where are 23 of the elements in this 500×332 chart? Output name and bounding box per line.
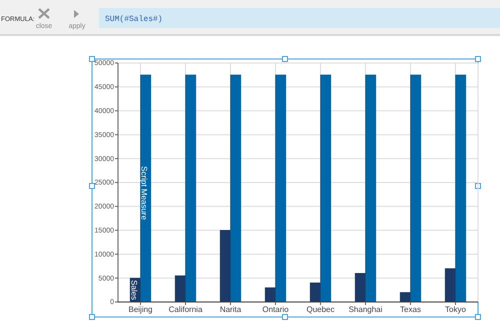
bar — [365, 74, 376, 302]
bar — [410, 74, 422, 302]
bar — [220, 230, 231, 302]
series-label: Sales — [129, 280, 138, 300]
bar — [230, 74, 242, 302]
x-tick-label: California — [168, 305, 203, 314]
bar — [354, 273, 366, 302]
bar — [455, 74, 466, 302]
x-tick-label: Tokyo — [445, 305, 466, 314]
bar — [444, 268, 456, 302]
x-tick-label: Beijing — [128, 305, 153, 314]
series-label: Script Measure — [140, 166, 149, 220]
bar — [275, 74, 286, 302]
x-tick-label: Narita — [220, 305, 242, 314]
x-tick-label: Quebec — [306, 305, 335, 314]
bar — [174, 275, 186, 302]
x-tick-label: Ontario — [262, 305, 290, 314]
bar — [140, 74, 152, 302]
x-tick-label: Texas — [400, 305, 421, 314]
x-tick-label: Shanghai — [348, 305, 383, 314]
bar — [185, 74, 196, 302]
text: SUM(#Sales#) — [105, 15, 163, 24]
bar — [320, 74, 332, 302]
